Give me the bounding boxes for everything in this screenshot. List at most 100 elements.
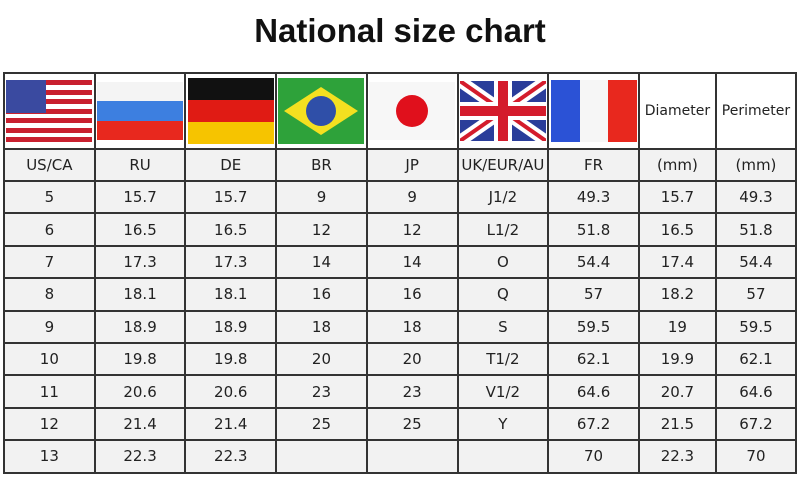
- table-cell: 18.1: [93, 277, 187, 312]
- table-cell: 9: [3, 309, 96, 344]
- table-cell: 49.3: [547, 179, 640, 215]
- table-cell: Y: [456, 406, 550, 442]
- table-row: 13 22.3 22.3 70 22.3 70: [3, 439, 798, 474]
- table-cell: [365, 439, 459, 474]
- table-row: 8 18.1 18.1 16 16 Q 57 18.2 57: [3, 277, 798, 312]
- table-cell: 12: [365, 212, 459, 247]
- table-cell: 18: [275, 309, 368, 344]
- br-flag-icon: [278, 78, 365, 144]
- column-header: (mm): [637, 148, 717, 182]
- table-cell: 8: [3, 277, 96, 312]
- table-cell: 17.3: [184, 244, 278, 280]
- table-cell: 13: [3, 439, 96, 474]
- table-cell: 19.8: [93, 341, 187, 377]
- table-cell: 51.8: [547, 212, 640, 247]
- flag-row: Diameter Perimeter: [3, 72, 798, 150]
- table-cell: 67.2: [714, 406, 798, 442]
- table-cell: 11: [3, 374, 96, 409]
- table-cell: 70: [714, 439, 798, 474]
- table-cell: 22.3: [637, 439, 717, 474]
- table-cell: 64.6: [547, 374, 640, 409]
- table-cell: T1/2: [456, 341, 550, 377]
- de-flag-icon: [187, 78, 274, 144]
- table-cell: 18: [365, 309, 459, 344]
- table-cell: 57: [547, 277, 640, 312]
- column-header-row: US/CA RU DE BR JP UK/EUR/AU FR (mm) (mm): [3, 148, 798, 182]
- table-cell: J1/2: [456, 179, 550, 215]
- column-header: UK/EUR/AU: [456, 148, 550, 182]
- table-cell: 18.2: [637, 277, 717, 312]
- table-cell: 20.6: [93, 374, 187, 409]
- table-cell: 54.4: [714, 244, 798, 280]
- table-cell: 22.3: [184, 439, 278, 474]
- table-cell: 62.1: [547, 341, 640, 377]
- table-cell: 21.5: [637, 406, 717, 442]
- table-cell: 70: [547, 439, 640, 474]
- table-cell: 15.7: [93, 179, 187, 215]
- table-cell: 17.3: [93, 244, 187, 280]
- table-cell: V1/2: [456, 374, 550, 409]
- table-cell: 6: [3, 212, 96, 247]
- table-row: 7 17.3 17.3 14 14 O 54.4 17.4 54.4: [3, 244, 798, 280]
- table-cell: 9: [275, 179, 368, 215]
- table-row: 5 15.7 15.7 9 9 J1/2 49.3 15.7 49.3: [3, 179, 798, 215]
- table-cell: 21.4: [184, 406, 278, 442]
- table-cell: 16: [275, 277, 368, 312]
- table-cell: 23: [275, 374, 368, 409]
- ru-flag-icon: [97, 82, 184, 140]
- table-cell: 59.5: [547, 309, 640, 344]
- table-cell: 51.8: [714, 212, 798, 247]
- table-cell: 22.3: [93, 439, 187, 474]
- table-cell: 25: [365, 406, 459, 442]
- table-cell: 20: [275, 341, 368, 377]
- table-cell: 16.5: [184, 212, 278, 247]
- table-row: 9 18.9 18.9 18 18 S 59.5 19 59.5: [3, 309, 798, 344]
- table-cell: O: [456, 244, 550, 280]
- table-cell: 7: [3, 244, 96, 280]
- column-header: BR: [275, 148, 368, 182]
- table-cell: [456, 439, 550, 474]
- page-title: National size chart: [254, 12, 546, 49]
- table-cell: 62.1: [714, 341, 798, 377]
- table-cell: 12: [275, 212, 368, 247]
- table-cell: 20.6: [184, 374, 278, 409]
- jp-flag-icon: [369, 82, 456, 140]
- table-cell: S: [456, 309, 550, 344]
- us-flag-icon: [6, 80, 93, 142]
- table-cell: 19.8: [184, 341, 278, 377]
- table-row: 6 16.5 16.5 12 12 L1/2 51.8 16.5 51.8: [3, 212, 798, 247]
- table-cell: 14: [275, 244, 368, 280]
- table-cell: 67.2: [547, 406, 640, 442]
- table-row: 11 20.6 20.6 23 23 V1/2 64.6 20.7 64.6: [3, 374, 798, 409]
- table-cell: 23: [365, 374, 459, 409]
- table-cell: 18.1: [184, 277, 278, 312]
- table-cell: 18.9: [93, 309, 187, 344]
- table-row: 12 21.4 21.4 25 25 Y 67.2 21.5 67.2: [3, 406, 798, 442]
- size-chart-table: Diameter Perimeter US/CA RU DE BR JP UK/EUR/A…: [3, 72, 798, 474]
- table-cell: 10: [3, 341, 96, 377]
- table-cell: 16.5: [637, 212, 717, 247]
- table-cell: 20: [365, 341, 459, 377]
- perimeter-label: Perimeter: [714, 72, 798, 150]
- table-row: 10 19.8 19.8 20 20 T1/2 62.1 19.9 62.1: [3, 341, 798, 377]
- uk-flag-icon: [459, 81, 546, 141]
- table-cell: 57: [714, 277, 798, 312]
- table-cell: 19.9: [637, 341, 717, 377]
- table-cell: 20.7: [637, 374, 717, 409]
- table-cell: 25: [275, 406, 368, 442]
- table-cell: 15.7: [637, 179, 717, 215]
- column-header: US/CA: [3, 148, 96, 182]
- table-cell: 15.7: [184, 179, 278, 215]
- column-header: JP: [365, 148, 459, 182]
- table-cell: 49.3: [714, 179, 798, 215]
- table-cell: 59.5: [714, 309, 798, 344]
- fr-flag-icon: [550, 80, 637, 142]
- column-header: (mm): [714, 148, 798, 182]
- table-cell: L1/2: [456, 212, 550, 247]
- column-header: FR: [547, 148, 640, 182]
- table-cell: 18.9: [184, 309, 278, 344]
- column-header: DE: [184, 148, 278, 182]
- column-header: RU: [93, 148, 187, 182]
- table-cell: 16.5: [93, 212, 187, 247]
- table-cell: [275, 439, 368, 474]
